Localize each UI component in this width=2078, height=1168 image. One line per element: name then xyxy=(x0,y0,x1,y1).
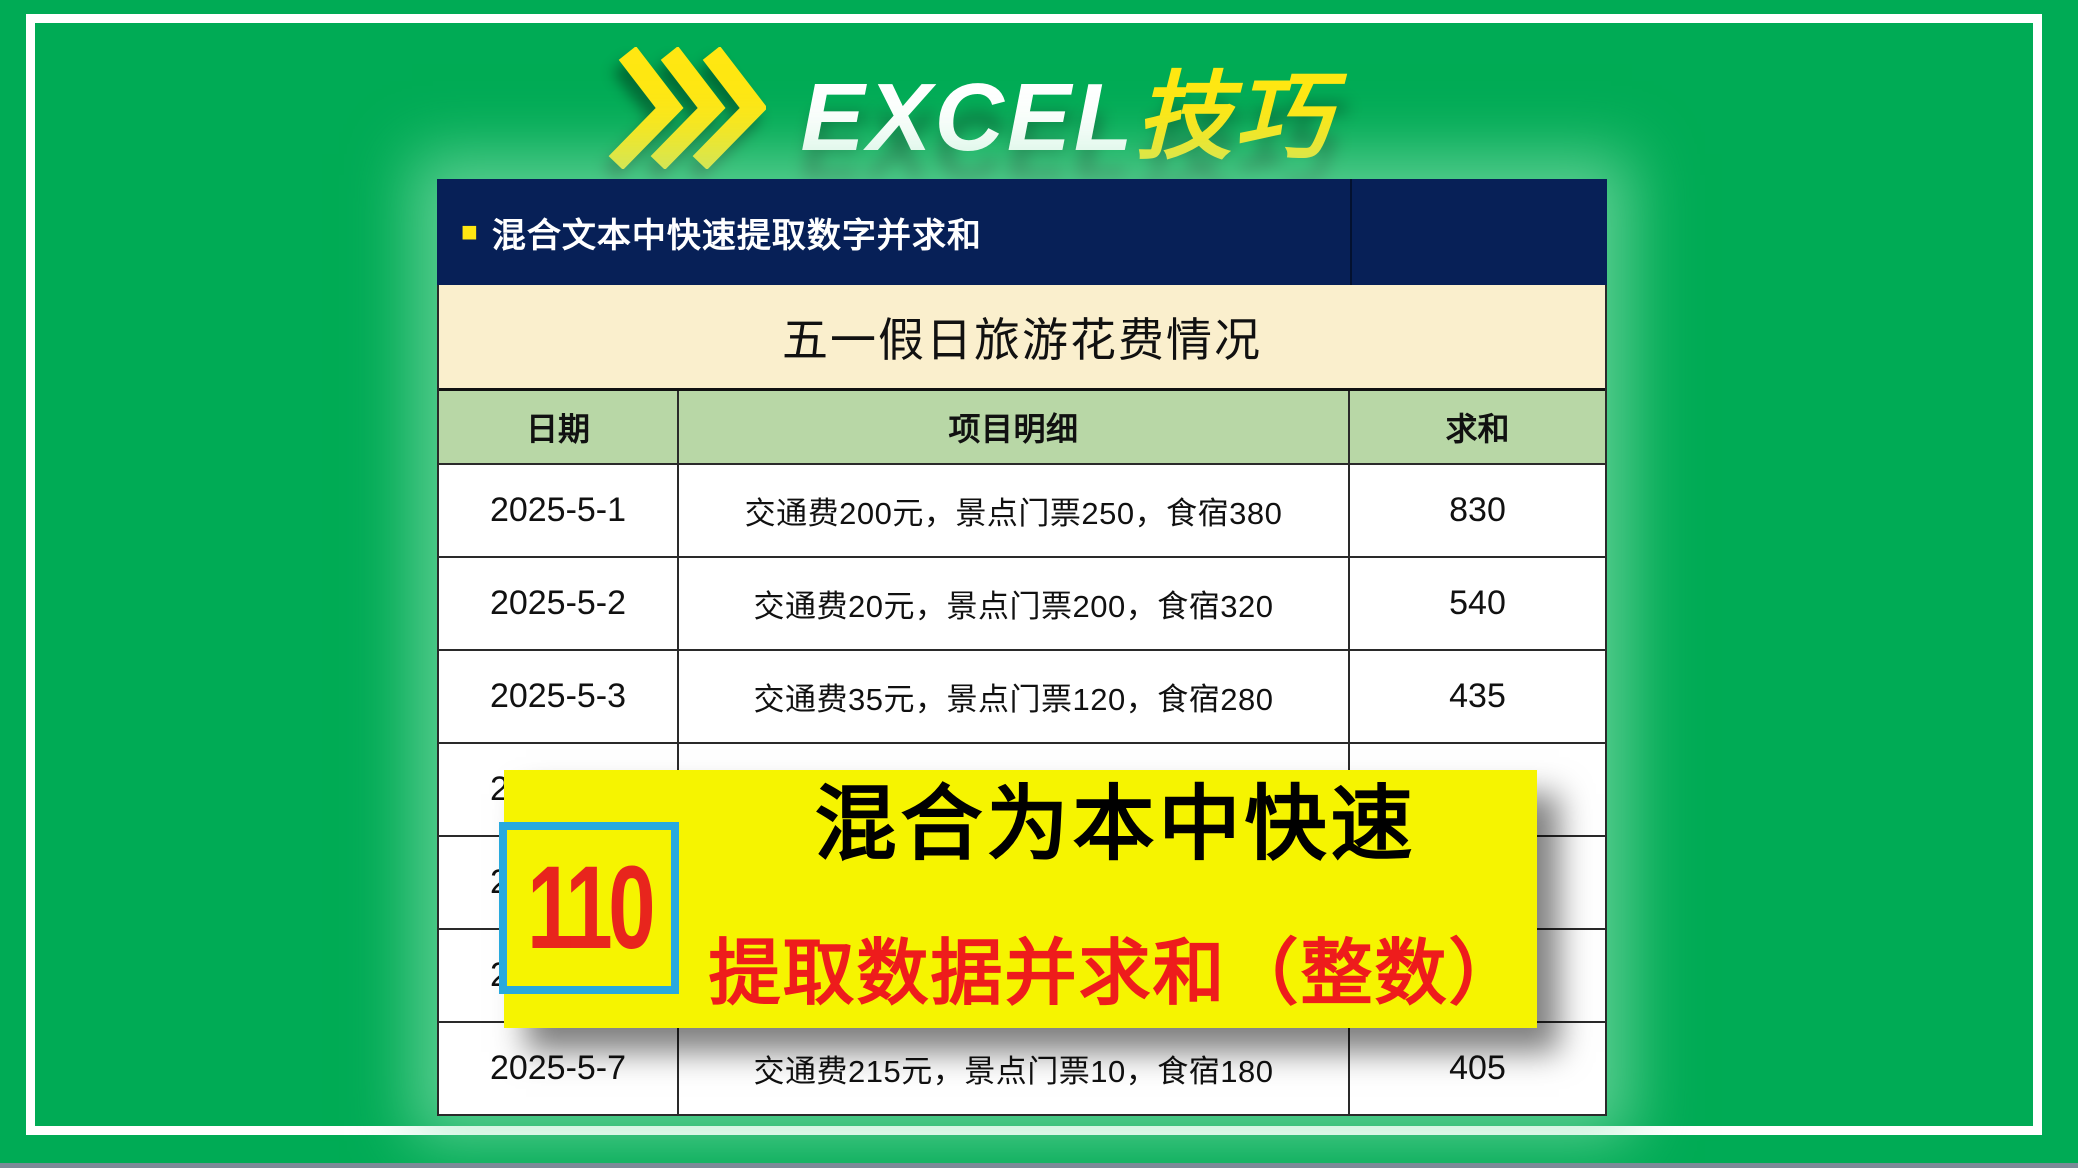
cell-detail: 交通费215元，景点门票10，食宿180 xyxy=(677,1023,1348,1114)
column-header-detail: 项目明细 xyxy=(677,391,1348,463)
table-caption-left: ■ 混合文本中快速提取数字并求和 xyxy=(437,179,1350,285)
table-title-row: 五一假日旅游花费情况 xyxy=(439,285,1605,388)
episode-number: 110 xyxy=(526,842,655,974)
logo: EXCEL技巧 xyxy=(590,38,1350,178)
caption-overlay: 110 混合为本中快速 提取数据并求和（整数） xyxy=(499,770,1537,1028)
cell-detail: 交通费200元，景点门票250，食宿380 xyxy=(677,465,1348,556)
caption-text: 混合为本中快速 提取数据并求和（整数） xyxy=(694,770,1537,1028)
table-header-row: 日期 项目明细 求和 xyxy=(439,388,1605,463)
table-row: 2025-5-3 交通费35元，景点门票120，食宿280 435 xyxy=(439,649,1605,742)
cell-detail: 交通费20元，景点门票200，食宿320 xyxy=(677,558,1348,649)
logo-text-jiqiao: 技巧 xyxy=(1135,63,1334,171)
table-caption-bar: ■ 混合文本中快速提取数字并求和 xyxy=(437,179,1607,285)
cell-date: 2025-5-2 xyxy=(489,584,627,622)
caption-line-1: 混合为本中快速 xyxy=(814,779,1417,870)
table-caption-title: 混合文本中快速提取数字并求和 xyxy=(491,216,982,255)
column-header-date: 日期 xyxy=(525,411,590,447)
cell-sum: 405 xyxy=(1348,1023,1605,1114)
cell-sum: 435 xyxy=(1348,651,1605,742)
caption-line-2: 提取数据并求和（整数） xyxy=(708,933,1523,1014)
column-header-sum: 求和 xyxy=(1348,391,1605,463)
table-row: 2025-5-7 交通费215元，景点门票10，食宿180 405 xyxy=(439,1021,1605,1114)
cell-sum: 830 xyxy=(1348,465,1605,556)
cell-detail: 交通费35元，景点门票120，食宿280 xyxy=(677,651,1348,742)
cell-date: 2025-5-1 xyxy=(489,491,627,529)
episode-number-badge: 110 xyxy=(499,822,679,994)
bullet-square-icon: ■ xyxy=(461,216,478,247)
bottom-edge-strip xyxy=(0,1163,2078,1168)
cell-sum: 540 xyxy=(1348,558,1605,649)
triple-chevron-icon xyxy=(609,47,767,169)
table-row: 2025-5-1 交通费200元，景点门票250，食宿380 830 xyxy=(439,463,1605,556)
cell-date: 2025-5-7 xyxy=(489,1049,627,1087)
cell-date: 2025-5-3 xyxy=(489,677,627,715)
table-row: 2025-5-2 交通费20元，景点门票200，食宿320 540 xyxy=(439,556,1605,649)
logo-text-excel: EXCEL xyxy=(800,63,1136,171)
border-frame xyxy=(26,14,2042,1135)
table-caption-right-cell xyxy=(1350,179,1607,285)
logo-title: EXCEL技巧 xyxy=(800,39,1333,178)
